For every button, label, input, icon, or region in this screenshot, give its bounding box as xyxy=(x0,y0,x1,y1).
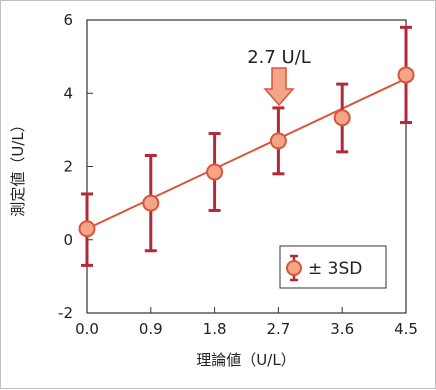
data-point xyxy=(142,194,160,212)
x-tick-label: 3.6 xyxy=(330,320,354,338)
x-tick-label: 0.9 xyxy=(139,320,163,338)
y-tick-label: 6 xyxy=(63,11,73,29)
x-tick-label: 4.5 xyxy=(394,320,418,338)
y-tick-label: 4 xyxy=(63,84,73,102)
data-point xyxy=(333,109,351,127)
y-axis-title: 測定値（U/L） xyxy=(9,117,27,216)
annotation: 2.7 U/L xyxy=(247,47,311,107)
data-point xyxy=(269,132,287,150)
data-point xyxy=(78,220,96,238)
legend: ± 3SD xyxy=(279,245,387,289)
y-axis-ticks: -2 0 2 4 6 xyxy=(58,11,93,322)
data-points xyxy=(78,66,415,238)
fit-line-group xyxy=(86,77,407,230)
legend-marker xyxy=(286,260,302,276)
annotation-arrow xyxy=(263,67,295,107)
y-tick-label: 0 xyxy=(63,231,73,249)
fit-line xyxy=(86,77,407,230)
x-tick-label: 2.7 xyxy=(266,320,290,338)
x-tick-label: 0.0 xyxy=(75,320,99,338)
annotation-label: 2.7 U/L xyxy=(247,47,311,68)
x-axis-title: 理論値（U/L） xyxy=(196,351,295,369)
x-tick-label: 1.8 xyxy=(203,320,227,338)
data-point xyxy=(397,66,415,84)
data-point xyxy=(206,163,224,181)
y-tick-label: 2 xyxy=(63,158,73,176)
legend-label: ± 3SD xyxy=(308,259,362,279)
x-axis-ticks: 0.0 0.9 1.8 2.7 3.6 4.5 xyxy=(75,307,418,338)
y-tick-label: -2 xyxy=(58,304,73,322)
